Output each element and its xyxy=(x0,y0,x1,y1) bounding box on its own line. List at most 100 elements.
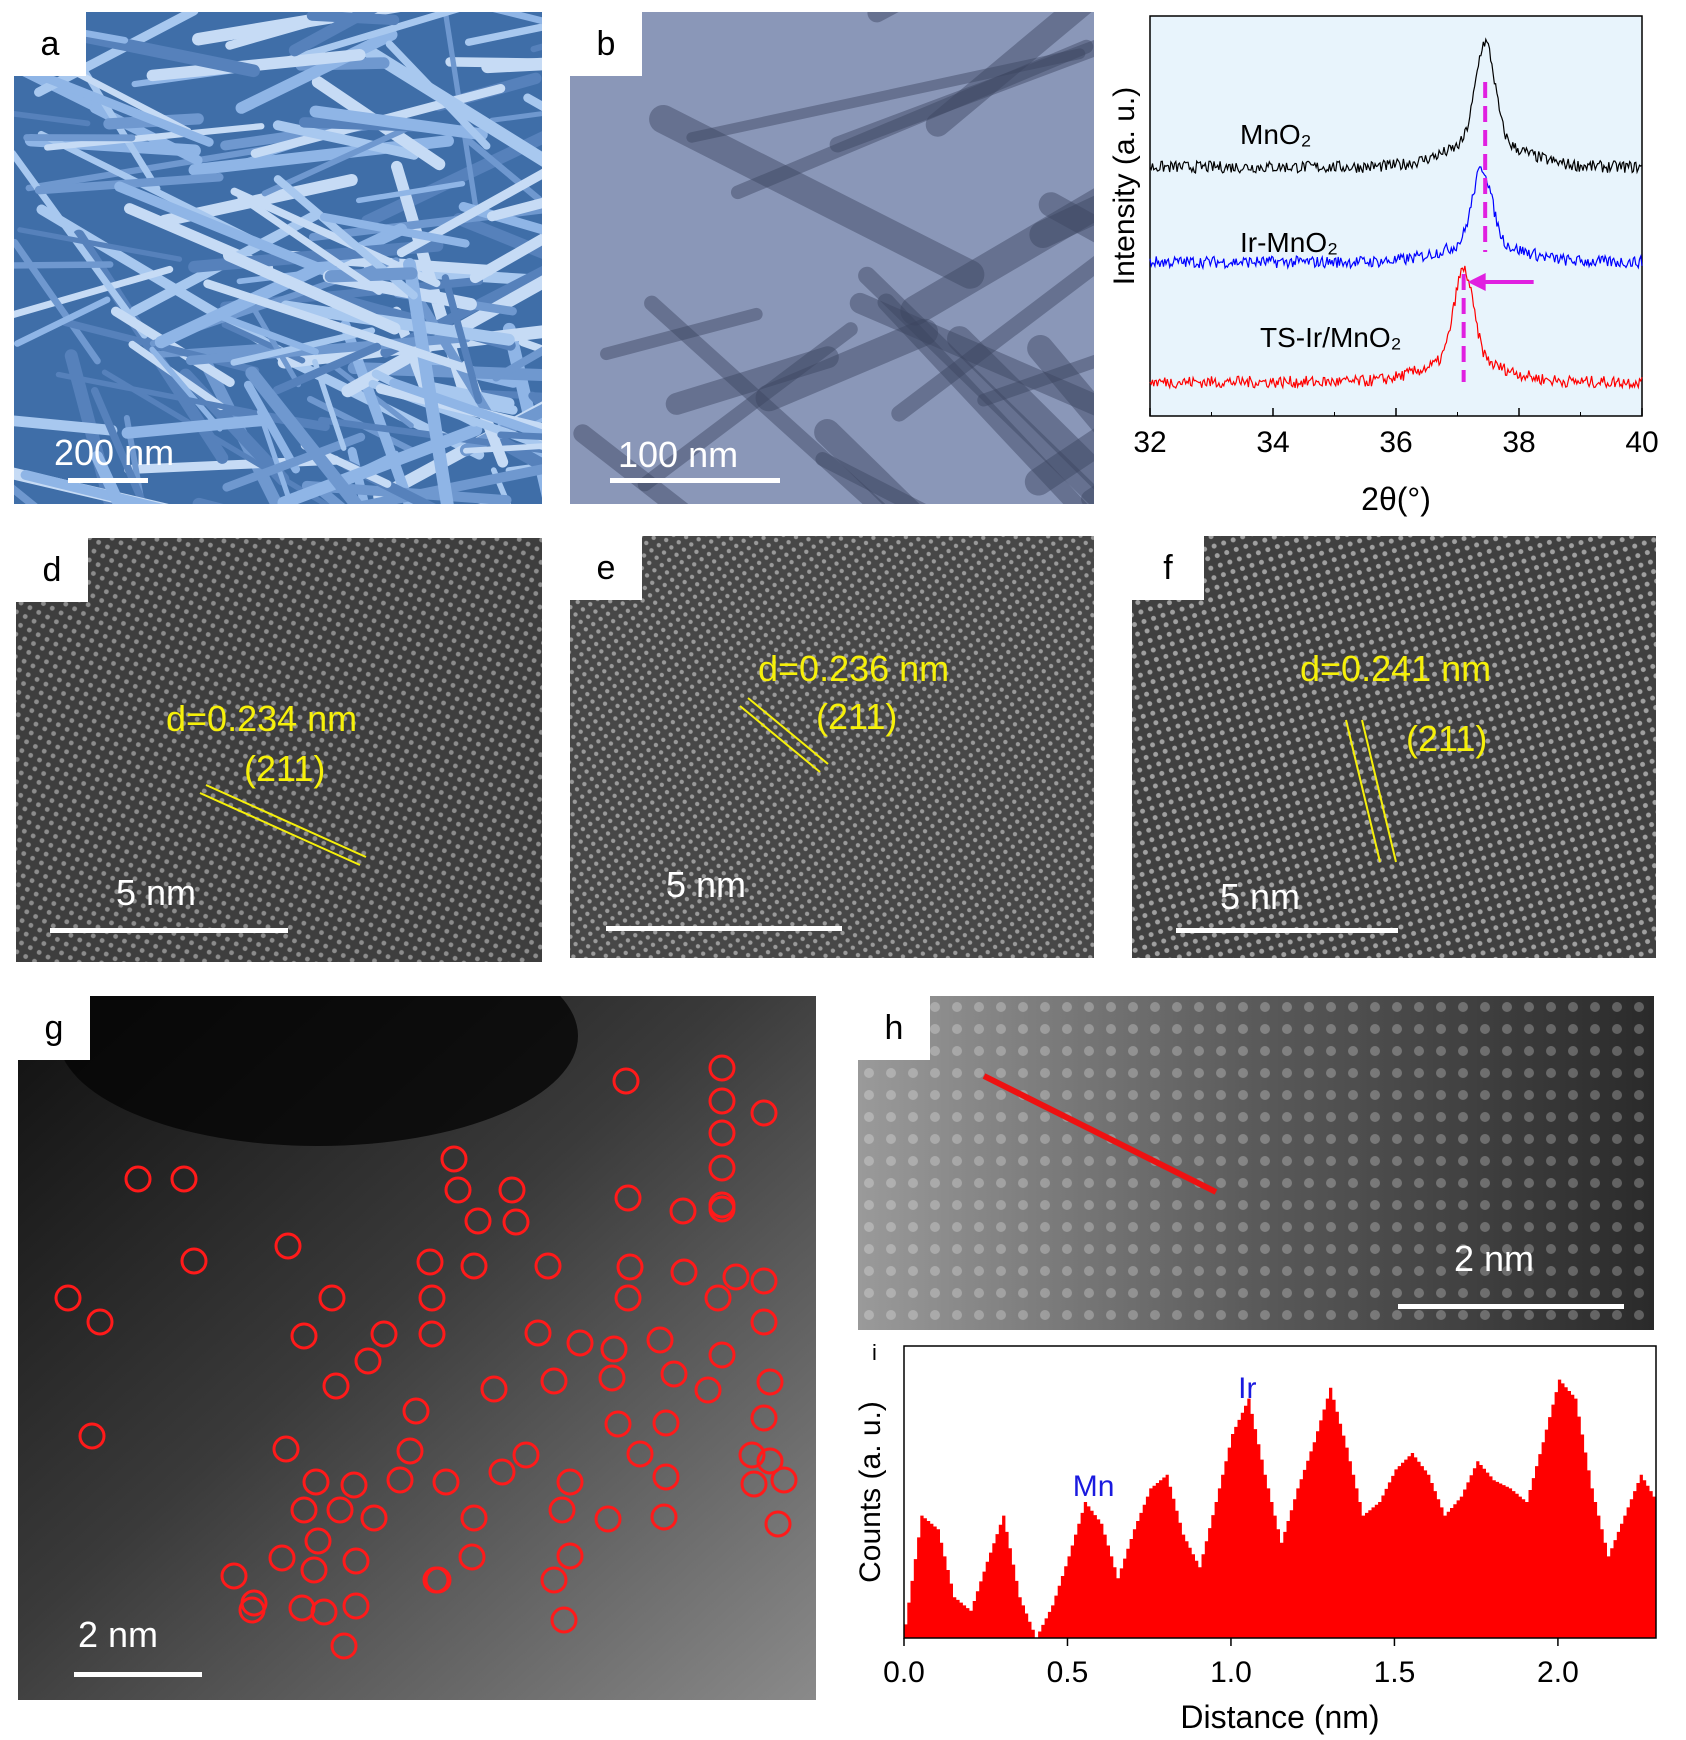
panel-label-i: i xyxy=(872,1340,877,1365)
atom-marker-circle xyxy=(342,1547,370,1575)
scale-bar-g xyxy=(74,1672,202,1677)
series-line xyxy=(1149,166,1643,271)
atom-marker-circle xyxy=(300,1556,328,1584)
atom-marker-circle xyxy=(326,1496,354,1524)
x-tick-label: 0.5 xyxy=(1047,1656,1089,1689)
atom-marker-circle xyxy=(318,1284,346,1312)
atom-marker-circle xyxy=(598,1364,626,1392)
atom-marker-circle xyxy=(708,1195,736,1223)
atom-marker-circle xyxy=(708,1087,736,1115)
atom-marker-circle xyxy=(432,1468,460,1496)
atom-marker-circle xyxy=(288,1594,316,1622)
panel-label-f: f xyxy=(1132,536,1204,600)
hrtem-lattice-image xyxy=(1132,536,1656,958)
scale-bar-d xyxy=(50,928,288,933)
atom-marker-circle xyxy=(274,1232,302,1260)
plot-frame xyxy=(903,1345,1657,1639)
atom-marker-circle xyxy=(86,1308,114,1336)
atom-marker-circle xyxy=(220,1562,248,1590)
x-tick-label: 1.0 xyxy=(1210,1656,1252,1689)
atom-marker-circle xyxy=(180,1247,208,1275)
shift-arrow-head xyxy=(1467,273,1486,291)
tem-nanorods-image xyxy=(570,12,1094,504)
atom-marker-circle xyxy=(566,1329,594,1357)
atom-marker-circle xyxy=(302,1468,330,1496)
x-tick-label: 38 xyxy=(1502,426,1535,459)
atom-marker-circle xyxy=(534,1252,562,1280)
d-spacing-label-f: d=0.241 nm xyxy=(1300,648,1492,689)
atom-marker-circle xyxy=(424,1566,452,1594)
haadf-atom-image xyxy=(18,996,816,1700)
scale-bar-e xyxy=(606,926,842,931)
scale-label-b: 100 nm xyxy=(618,434,739,475)
atom-marker-circle xyxy=(594,1505,622,1533)
atom-marker-circle xyxy=(646,1326,674,1354)
atom-marker-circle xyxy=(669,1197,697,1225)
sem-nanorods-image xyxy=(14,12,542,504)
atom-marker-circle xyxy=(612,1067,640,1095)
panel-label-e: e xyxy=(570,536,642,600)
atom-marker-circle xyxy=(170,1165,198,1193)
plane-label-d: (211) xyxy=(244,748,326,789)
x-tick-label: 2.0 xyxy=(1537,1656,1579,1689)
panel-a-sem-image: a 200 nm xyxy=(14,12,542,504)
d-spacing-label-e: d=0.236 nm xyxy=(758,648,950,689)
plot-area xyxy=(1149,15,1643,417)
atom-marker-circle xyxy=(342,1592,370,1620)
atom-marker-circle xyxy=(626,1440,654,1468)
panel-label-g: g xyxy=(18,996,90,1060)
atom-marker-circle xyxy=(498,1176,526,1204)
x-tick-label: 32 xyxy=(1133,426,1166,459)
panel-d-hrtem-image: d d=0.234 nm (211) 5 nm xyxy=(16,538,542,962)
atom-marker-circle xyxy=(290,1496,318,1524)
series-line xyxy=(1149,37,1643,175)
panel-label-d: d xyxy=(16,538,88,602)
y-axis-label: Intensity (a. u.) xyxy=(1110,87,1141,285)
atom-marker-circle xyxy=(740,1470,768,1498)
panel-h-haadf-image: h 2 nm xyxy=(858,996,1654,1330)
x-tick-label: 34 xyxy=(1256,426,1289,459)
scale-label-a: 200 nm xyxy=(54,432,175,473)
atom-marker-circle xyxy=(750,1099,778,1127)
atom-marker-circle xyxy=(444,1176,472,1204)
d-spacing-label-d: d=0.234 nm xyxy=(166,698,358,739)
atom-marker-circle xyxy=(238,1596,266,1624)
atom-marker-circle xyxy=(550,1606,578,1634)
atom-marker-circle xyxy=(750,1404,778,1432)
atom-marker-circle xyxy=(360,1504,388,1532)
atom-marker-circle xyxy=(488,1458,516,1486)
atom-marker-circle xyxy=(708,1054,736,1082)
atom-marker-circle xyxy=(756,1447,784,1475)
hrtem-lattice-image xyxy=(16,538,542,962)
atom-marker-circle xyxy=(402,1397,430,1425)
scale-bar-b xyxy=(610,478,780,483)
atom-marker-circle xyxy=(604,1410,632,1438)
atom-marker-circle xyxy=(512,1441,540,1469)
line-scan-path xyxy=(982,1073,1218,1195)
haadf-line-scan-image xyxy=(858,996,1654,1330)
panel-f-hrtem-image: f d=0.241 nm (211) 5 nm xyxy=(1132,536,1656,958)
atom-marker-circle xyxy=(290,1322,318,1350)
scale-label-f: 5 nm xyxy=(1220,876,1301,917)
atom-marker-circle xyxy=(614,1184,642,1212)
atom-marker-circle xyxy=(722,1263,750,1291)
atom-marker-circle xyxy=(54,1284,82,1312)
panel-e-hrtem-image: e d=0.236 nm (211) 5 nm xyxy=(570,536,1094,958)
atom-marker-circle xyxy=(460,1252,488,1280)
y-axis-label: Counts (a. u.) xyxy=(854,1401,887,1583)
xrd-chart: 32 34 36 38 40 2θ(°) Intensity (a. u.) MnO₂ Ir-M… xyxy=(1110,15,1659,517)
atom-marker-circle xyxy=(756,1368,784,1396)
x-tick-label: 40 xyxy=(1625,426,1658,459)
atom-marker-circle xyxy=(502,1208,530,1236)
atom-marker-circle xyxy=(418,1284,446,1312)
atom-marker-circle xyxy=(556,1468,584,1496)
atom-marker-circle xyxy=(600,1335,628,1363)
atom-marker-circle xyxy=(764,1510,792,1538)
plane-label-e: (211) xyxy=(816,696,898,737)
atom-marker-circle xyxy=(340,1471,368,1499)
panel-label-b: b xyxy=(570,12,642,76)
element-annotation: Mn xyxy=(1073,1470,1115,1503)
atom-marker-circle xyxy=(540,1367,568,1395)
atom-marker-circle xyxy=(704,1284,732,1312)
atom-marker-circle xyxy=(418,1320,446,1348)
